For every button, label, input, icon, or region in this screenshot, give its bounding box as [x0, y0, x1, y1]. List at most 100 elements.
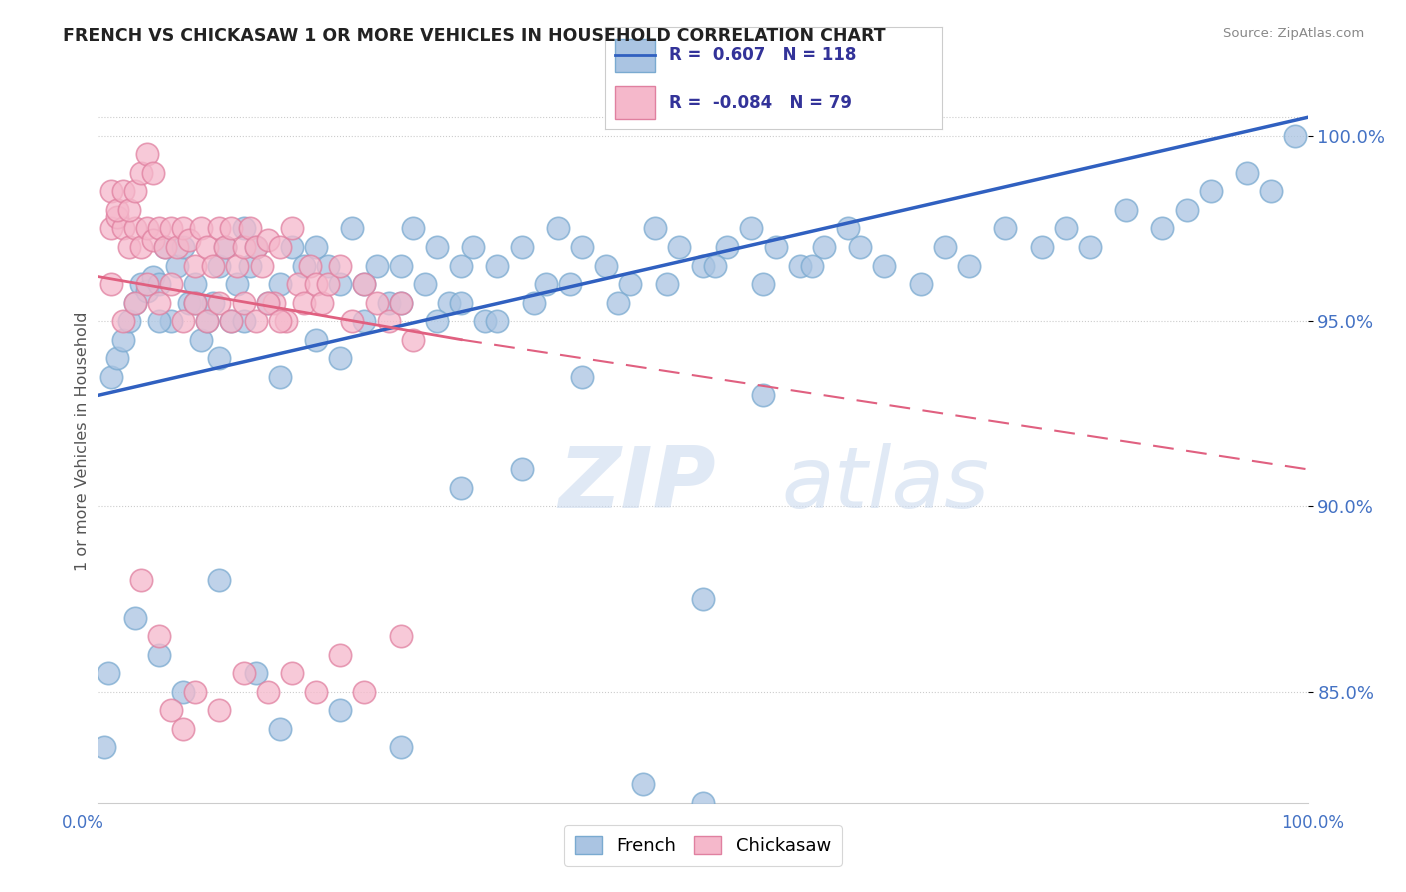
Point [813, 240, 835, 254]
Point [208, 574, 231, 588]
Point [910, 277, 932, 291]
Point [124, 295, 146, 310]
Point [474, 314, 496, 328]
Point [329, 703, 352, 717]
Point [245, 666, 267, 681]
Point [208, 221, 231, 235]
Point [142, 269, 165, 284]
Point [100, 277, 122, 291]
FancyBboxPatch shape [614, 87, 655, 119]
Point [342, 221, 364, 235]
Point [274, 314, 297, 328]
Point [256, 233, 278, 247]
Point [389, 259, 412, 273]
Point [571, 369, 593, 384]
Point [160, 277, 183, 291]
Point [256, 295, 278, 310]
Point [607, 295, 630, 310]
Point [118, 314, 141, 328]
Point [179, 233, 201, 247]
Point [160, 221, 183, 235]
Point [1031, 240, 1053, 254]
Point [148, 295, 170, 310]
Point [172, 240, 194, 254]
Point [366, 259, 388, 273]
Text: atlas: atlas [782, 443, 990, 526]
Point [305, 684, 328, 698]
Point [129, 166, 152, 180]
Point [118, 240, 141, 254]
Point [172, 722, 194, 736]
Point [1078, 240, 1101, 254]
Point [366, 295, 388, 310]
Point [353, 277, 375, 291]
Point [595, 259, 617, 273]
Point [232, 240, 254, 254]
Point [269, 314, 291, 328]
Point [450, 481, 472, 495]
Text: ZIP: ZIP [558, 443, 716, 526]
Point [269, 240, 291, 254]
Point [153, 240, 176, 254]
Point [957, 259, 980, 273]
Point [221, 314, 243, 328]
Point [1152, 221, 1174, 235]
Point [402, 333, 425, 347]
Point [510, 240, 533, 254]
Point [232, 295, 254, 310]
Point [232, 221, 254, 235]
Point [934, 240, 956, 254]
Point [111, 185, 134, 199]
Point [195, 314, 218, 328]
Point [111, 314, 134, 328]
Legend: French, Chickasaw: French, Chickasaw [564, 825, 842, 866]
Point [190, 221, 212, 235]
Point [214, 240, 236, 254]
Point [135, 277, 157, 291]
Point [287, 277, 309, 291]
Text: R =  -0.084   N = 79: R = -0.084 N = 79 [669, 94, 852, 112]
Point [250, 259, 273, 273]
Point [135, 147, 157, 161]
Point [994, 221, 1017, 235]
Point [245, 314, 267, 328]
Point [226, 259, 249, 273]
Point [184, 295, 207, 310]
Point [1115, 202, 1137, 217]
Point [97, 666, 120, 681]
Point [93, 740, 115, 755]
Point [450, 259, 472, 273]
Point [100, 185, 122, 199]
Point [263, 295, 285, 310]
Point [281, 666, 304, 681]
Point [172, 221, 194, 235]
Point [245, 240, 267, 254]
Point [148, 648, 170, 662]
Point [100, 369, 122, 384]
Point [329, 351, 352, 366]
Point [148, 629, 170, 643]
Point [195, 240, 218, 254]
Point [208, 351, 231, 366]
Text: R =  0.607   N = 118: R = 0.607 N = 118 [669, 46, 856, 64]
Point [486, 259, 509, 273]
Point [135, 285, 157, 299]
Point [292, 259, 315, 273]
Point [105, 202, 128, 217]
Point [389, 295, 412, 310]
FancyBboxPatch shape [614, 39, 655, 72]
Point [195, 314, 218, 328]
Point [655, 277, 678, 291]
Point [342, 314, 364, 328]
Point [1260, 185, 1282, 199]
Point [316, 259, 339, 273]
Point [281, 221, 304, 235]
Point [184, 277, 207, 291]
Point [111, 221, 134, 235]
Point [148, 277, 170, 291]
Point [547, 221, 569, 235]
Point [692, 796, 714, 810]
Point [100, 221, 122, 235]
Point [208, 259, 231, 273]
Point [329, 648, 352, 662]
